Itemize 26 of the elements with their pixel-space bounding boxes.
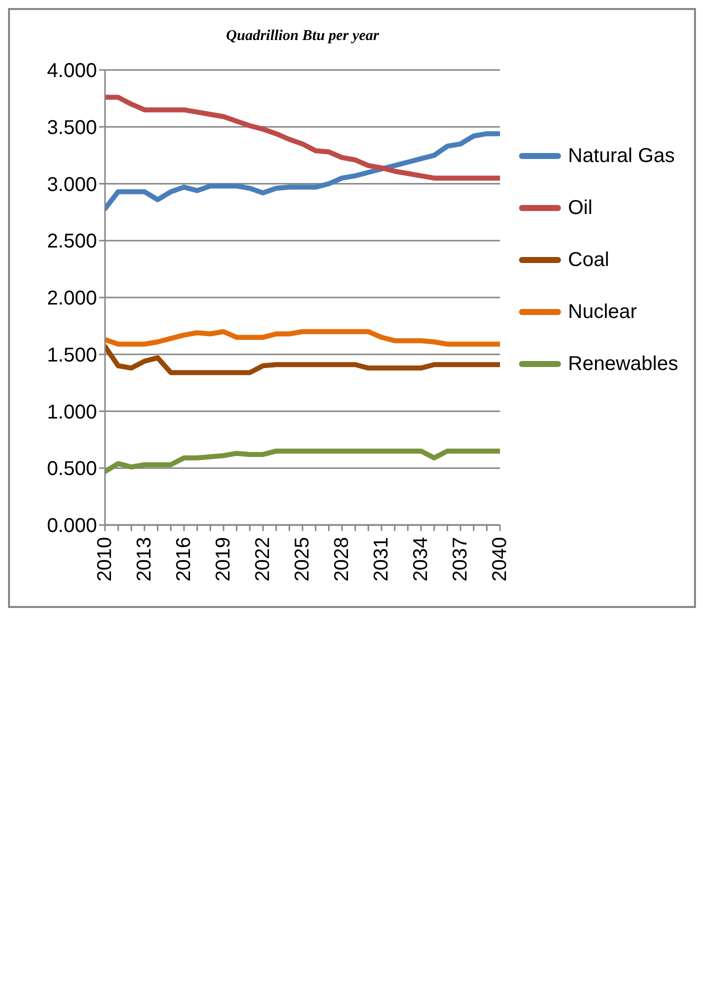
x-tick-label: 2031 — [370, 537, 392, 582]
x-tick-label: 2019 — [212, 537, 234, 582]
x-tick-label: 2037 — [450, 537, 472, 582]
y-tick-label: 3.500 — [46, 116, 97, 139]
legend-label: Renewables — [568, 352, 678, 376]
x-tick-label: 2025 — [292, 537, 314, 582]
x-tick-label: 2022 — [252, 537, 274, 582]
legend-label: Natural Gas — [568, 144, 675, 168]
y-tick-label: 2.500 — [46, 230, 97, 253]
x-tick-label: 2040 — [489, 537, 511, 582]
legend-label: Nuclear — [568, 300, 637, 324]
x-tick-label: 2010 — [94, 537, 116, 582]
y-tick-label: 4.000 — [46, 60, 97, 82]
legend-label: Coal — [568, 248, 610, 272]
x-tick-label: 2013 — [134, 537, 156, 582]
y-tick-label: 2.000 — [46, 288, 97, 310]
x-tick-label: 2028 — [331, 537, 353, 582]
x-tick-label: 2034 — [410, 537, 432, 582]
y-tick-label: 3.000 — [46, 174, 97, 196]
x-tick-label: 2016 — [173, 537, 195, 582]
y-tick-label: 1.000 — [46, 401, 97, 424]
y-tick-label: 0.000 — [46, 515, 97, 538]
y-tick-label: 0.500 — [46, 458, 97, 480]
legend-label: Oil — [568, 196, 592, 220]
chart-title: Quadrillion Btu per year — [225, 28, 380, 45]
y-tick-label: 1.500 — [46, 344, 97, 366]
